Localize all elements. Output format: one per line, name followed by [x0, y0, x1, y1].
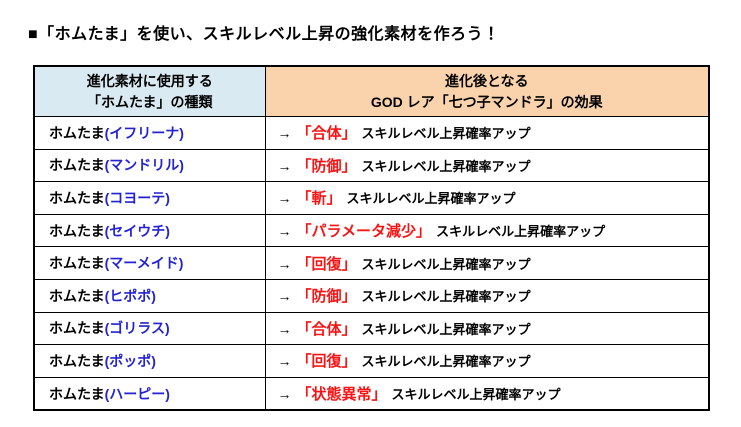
material-name: (セイウチ) [104, 222, 170, 239]
skill-name: 「回復」 [296, 255, 357, 273]
effect-text: スキルレベル上昇確率アップ [361, 354, 531, 370]
header-effect-line1: 進化後となる [444, 73, 529, 90]
skill-name: 「状態異常」 [296, 386, 387, 404]
effect-cell: → 「防御」 スキルレベル上昇確率アップ [264, 278, 710, 313]
homutama-effects-table: 進化素材に使用する 「ホムたま」の種類 進化後となる GOD レア「七つ子マンド… [33, 65, 710, 412]
effect-text: スキルレベル上昇確率アップ [346, 191, 516, 207]
skill-name: 「合体」 [296, 125, 357, 143]
material-name: (イフリーナ) [104, 124, 184, 141]
table-header-row: 進化素材に使用する 「ホムたま」の種類 進化後となる GOD レア「七つ子マンド… [33, 65, 710, 117]
material-prefix: ホムたま [49, 222, 105, 239]
effect-cell: → 「パラメータ減少」 スキルレベル上昇確率アップ [264, 213, 710, 248]
skill-name: 「防御」 [296, 157, 357, 175]
skill-name: 「合体」 [296, 320, 357, 338]
effect-text: スキルレベル上昇確率アップ [361, 321, 531, 337]
arrow-icon: → [277, 353, 292, 370]
arrow-icon: → [277, 386, 292, 403]
table-row: ホムたま(コヨーテ) → 「斬」 スキルレベル上昇確率アップ [33, 181, 710, 215]
material-cell: ホムたま(マーメイド) [33, 246, 266, 280]
material-name: (ゴリラス) [104, 320, 170, 337]
table-row: ホムたま(ハーピー) → 「状態異常」 スキルレベル上昇確率アップ [33, 376, 710, 411]
effect-cell: → 「斬」 スキルレベル上昇確率アップ [264, 181, 710, 215]
header-effect-column: 進化後となる GOD レア「七つ子マンドラ」の効果 [264, 65, 710, 117]
skill-name: 「回復」 [296, 353, 357, 371]
effect-text: スキルレベル上昇確率アップ [361, 158, 531, 174]
table-row: ホムたま(マンドリル) → 「防御」 スキルレベル上昇確率アップ [33, 148, 710, 183]
effect-cell: → 「状態異常」 スキルレベル上昇確率アップ [264, 376, 710, 411]
effect-text: スキルレベル上昇確率アップ [391, 387, 561, 403]
material-cell: ホムたま(ポッポ) [33, 344, 266, 378]
effect-cell: → 「回復」 スキルレベル上昇確率アップ [264, 246, 710, 280]
page-title: ■「ホムたま」を使い、スキルレベル上昇の強化素材を作ろう！ [28, 26, 500, 43]
header-material-column: 進化素材に使用する 「ホムたま」の種類 [33, 65, 266, 117]
table-row: ホムたま(セイウチ) → 「パラメータ減少」 スキルレベル上昇確率アップ [33, 213, 710, 248]
material-prefix: ホムたま [49, 352, 105, 369]
material-cell: ホムたま(ゴリラス) [33, 311, 266, 346]
table-row: ホムたま(マーメイド) → 「回復」 スキルレベル上昇確率アップ [33, 246, 710, 280]
material-cell: ホムたま(ヒポポ) [33, 278, 266, 313]
effect-cell: → 「防御」 スキルレベル上昇確率アップ [264, 148, 710, 183]
material-cell: ホムたま(セイウチ) [33, 213, 266, 248]
arrow-icon: → [277, 288, 292, 305]
effect-text: スキルレベル上昇確率アップ [361, 289, 531, 305]
effect-cell: → 「合体」 スキルレベル上昇確率アップ [264, 116, 710, 150]
material-prefix: ホムたま [49, 157, 105, 174]
material-name: (マーメイド) [104, 255, 184, 272]
effect-text: スキルレベル上昇確率アップ [361, 126, 531, 142]
arrow-icon: → [277, 157, 292, 174]
material-name: (ハーピー) [104, 385, 170, 402]
skill-name: 「防御」 [296, 288, 357, 306]
effect-text: スキルレベル上昇確率アップ [436, 224, 606, 240]
skill-name: 「パラメータ減少」 [296, 223, 432, 241]
material-name: (マンドリル) [104, 157, 184, 174]
material-prefix: ホムたま [49, 287, 105, 304]
table-row: ホムたま(ポッポ) → 「回復」 スキルレベル上昇確率アップ [33, 344, 710, 378]
header-material-line1: 進化素材に使用する [86, 73, 213, 90]
material-cell: ホムたま(ハーピー) [33, 376, 266, 411]
arrow-icon: → [277, 320, 292, 337]
material-cell: ホムたま(コヨーテ) [33, 181, 266, 215]
material-prefix: ホムたま [49, 189, 105, 206]
table-row: ホムたま(ヒポポ) → 「防御」 スキルレベル上昇確率アップ [33, 278, 710, 313]
skill-name: 「斬」 [296, 190, 342, 208]
material-prefix: ホムたま [49, 385, 105, 402]
material-prefix: ホムたま [49, 124, 105, 141]
material-name: (ヒポポ) [104, 287, 156, 304]
material-name: (ポッポ) [104, 352, 156, 369]
header-material-line2: 「ホムたま」の種類 [86, 93, 213, 110]
table-row: ホムたま(イフリーナ) → 「合体」 スキルレベル上昇確率アップ [33, 116, 710, 150]
material-prefix: ホムたま [49, 320, 105, 337]
arrow-icon: → [277, 255, 292, 272]
material-cell: ホムたま(マンドリル) [33, 148, 266, 183]
material-name: (コヨーテ) [104, 189, 170, 206]
arrow-icon: → [277, 190, 292, 207]
arrow-icon: → [277, 125, 292, 142]
effect-cell: → 「回復」 スキルレベル上昇確率アップ [264, 344, 710, 378]
effect-cell: → 「合体」 スキルレベル上昇確率アップ [264, 311, 710, 346]
material-cell: ホムたま(イフリーナ) [33, 116, 266, 150]
effect-text: スキルレベル上昇確率アップ [361, 256, 531, 272]
header-effect-line2: GOD レア「七つ子マンドラ」の効果 [370, 93, 603, 110]
material-prefix: ホムたま [49, 255, 105, 272]
table-row: ホムたま(ゴリラス) → 「合体」 スキルレベル上昇確率アップ [33, 311, 710, 346]
arrow-icon: → [277, 223, 292, 240]
